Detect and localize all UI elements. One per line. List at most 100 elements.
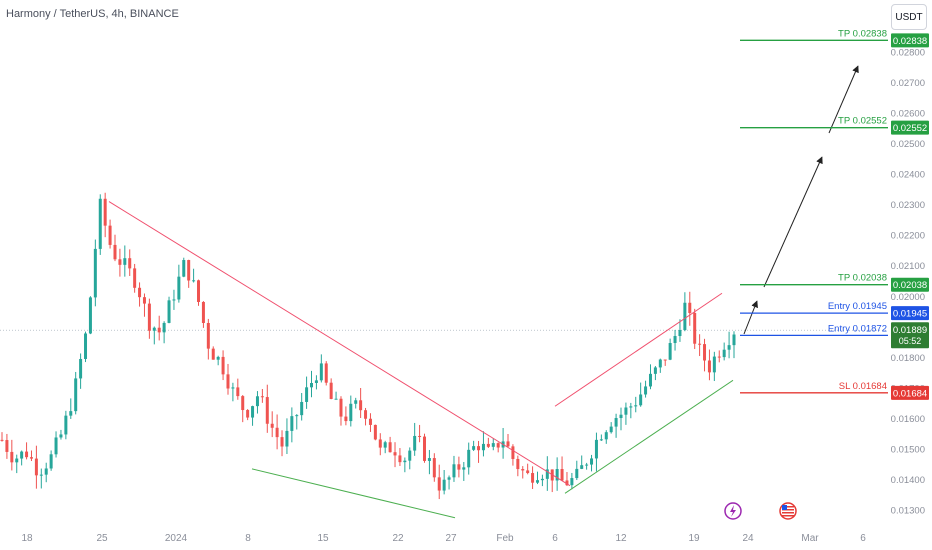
price-axis[interactable] [888, 0, 932, 550]
candle-body [319, 363, 323, 381]
candle-body [339, 398, 343, 417]
candle-body [511, 446, 515, 459]
candle-body [221, 356, 225, 375]
candle-body [447, 477, 451, 480]
candle-body [349, 403, 353, 422]
candle-body [354, 400, 358, 404]
time-axis[interactable] [0, 526, 932, 550]
candle-body [580, 465, 584, 469]
candle-body [658, 359, 662, 368]
candle-body [93, 248, 97, 298]
candle-body [570, 478, 574, 486]
candle-body [241, 396, 245, 411]
candle-body [359, 400, 363, 411]
candle-body [418, 435, 422, 437]
candle-body [481, 443, 485, 451]
candle-body [20, 451, 24, 459]
candle-body [142, 297, 146, 304]
candle-body [34, 458, 38, 476]
level-label-entry: Entry 0.01872 [828, 323, 887, 334]
candle-body [84, 333, 88, 359]
candle-body [644, 386, 648, 395]
x-tick-label: Feb [496, 533, 514, 544]
wedge-upper-line[interactable] [108, 201, 571, 487]
level-badge-tp [891, 120, 929, 135]
candle-body [74, 378, 78, 412]
y-tick-label: 0.02800 [891, 47, 925, 58]
projection-arrow [828, 65, 859, 134]
candle-body [216, 356, 220, 360]
candle-body [39, 474, 43, 476]
candle-body [251, 406, 255, 418]
candle-body [555, 469, 559, 481]
candle-body [280, 437, 284, 447]
candle-body [54, 437, 58, 455]
candle-body [486, 443, 490, 447]
candle-body [177, 276, 181, 300]
lightning-icon[interactable] [724, 502, 742, 520]
channel-lower-line[interactable] [564, 379, 734, 494]
candle-body [98, 198, 102, 249]
candle-body [113, 244, 117, 260]
candle-body [703, 344, 707, 361]
candle-body [59, 434, 63, 438]
candle-body [599, 439, 603, 441]
candle-body [683, 302, 687, 331]
candle-body [678, 330, 682, 337]
projection-arrow [763, 156, 823, 288]
x-tick-label: 6 [860, 533, 866, 544]
candle-body [403, 460, 407, 463]
candle-body [260, 396, 264, 398]
candle-body [619, 414, 623, 419]
candle-body [300, 401, 304, 416]
candle-body [491, 443, 495, 447]
candle-body [378, 439, 382, 448]
candle-body [590, 458, 594, 465]
candle-body [275, 427, 279, 438]
candle-body [295, 415, 299, 417]
candle-body [246, 410, 250, 418]
chart-title: Harmony / TetherUS, 4h, BINANCE [6, 8, 179, 20]
level-badge-tp [891, 277, 929, 292]
candle-body [368, 418, 372, 425]
currency-button[interactable]: USDT [891, 4, 927, 30]
candle-body [540, 478, 544, 481]
current-price-text: 0.01889 [893, 325, 927, 336]
candle-body [290, 416, 294, 431]
candle-body [663, 359, 667, 361]
candle-body [118, 259, 122, 265]
candle-body [477, 446, 481, 451]
candle-body [565, 480, 569, 486]
candle-body [560, 469, 564, 481]
candle-body [668, 343, 672, 360]
candle-body [545, 469, 549, 479]
candle-body [5, 440, 9, 452]
us-flag-icon[interactable] [779, 502, 797, 520]
wedge-lower-line[interactable] [251, 468, 456, 519]
candle-body [442, 479, 446, 491]
level-label-tp: TP 0.02838 [838, 28, 887, 39]
y-tick-label: 0.02500 [891, 139, 925, 150]
candle-body [531, 473, 535, 483]
candle-body [88, 297, 92, 334]
x-tick-label: 8 [245, 533, 251, 544]
y-tick-label: 0.01300 [891, 506, 925, 517]
level-badge-text: 0.01945 [893, 309, 927, 320]
y-tick-label: 0.02000 [891, 292, 925, 303]
candle-body [182, 260, 186, 277]
candle-body [506, 441, 510, 447]
candle-body [467, 449, 471, 468]
channel-upper-line[interactable] [554, 292, 723, 407]
candle-body [324, 363, 328, 383]
candle-body [472, 446, 476, 450]
candle-body [29, 457, 33, 459]
candle-body [285, 430, 289, 447]
y-tick-label: 0.01400 [891, 475, 925, 486]
candle-body [255, 396, 259, 407]
y-tick-label: 0.02100 [891, 261, 925, 272]
level-badge-text: 0.02038 [893, 280, 927, 291]
candle-body [49, 454, 53, 469]
candle-body [707, 360, 711, 373]
candle-body [594, 439, 598, 459]
